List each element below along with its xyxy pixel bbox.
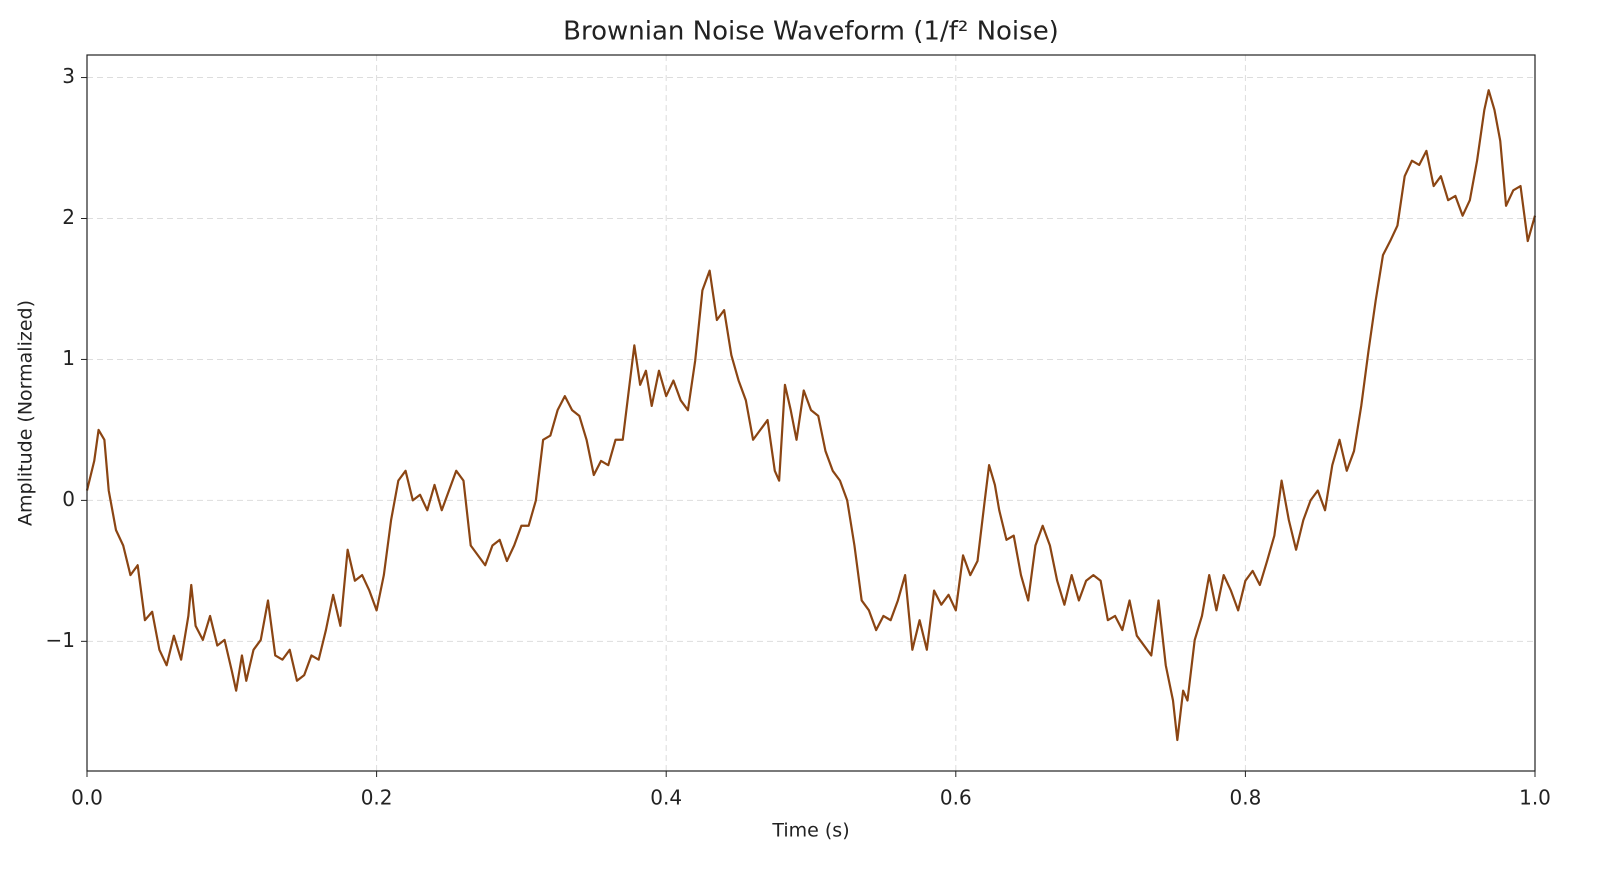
x-axis-label: Time (s) [771,820,849,842]
waveform-line [85,89,1537,742]
y-tick-label: 3 [62,64,75,88]
y-tick-label: 2 [62,205,75,229]
plot-frame [86,54,1536,772]
x-tick-label: 0.2 [361,786,393,810]
y-tick-label: −1 [46,628,75,652]
x-tick-label: 0.8 [1229,786,1261,810]
x-tick-label: 0.0 [71,786,103,810]
x-tick-label: 0.6 [940,786,972,810]
y-tick-label: 1 [62,346,75,370]
y-tick-label: 0 [62,487,75,511]
x-tick-label: 0.4 [650,786,682,810]
y-axis-label: Amplitude (Normalized) [15,300,37,526]
chart-title: Brownian Noise Waveform (1/f² Noise) [563,17,1059,47]
x-tick-label: 1.0 [1519,786,1551,810]
